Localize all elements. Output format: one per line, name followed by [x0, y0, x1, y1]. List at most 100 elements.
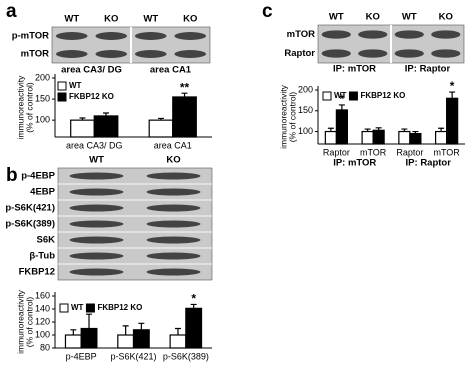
error-bar	[190, 303, 197, 309]
blot-band	[69, 236, 124, 244]
y-axis-label: immunoreactivity	[15, 289, 25, 354]
blot-row-label: Raptor	[284, 48, 315, 59]
blot-column-label: KO	[166, 155, 180, 166]
blot-band	[321, 30, 351, 39]
significance-label: **	[180, 80, 190, 94]
bar	[446, 97, 459, 145]
bar	[335, 109, 348, 145]
blot-column-label: KO	[439, 12, 453, 23]
blot-band	[69, 172, 124, 180]
blot-band	[69, 268, 124, 276]
y-tick-label: 150	[35, 93, 50, 103]
error-bar	[449, 91, 456, 99]
error-bar	[375, 127, 382, 131]
blot-band	[134, 32, 167, 40]
x-tick-label: Raptor	[323, 147, 350, 157]
blot-column-label: KO	[104, 14, 118, 25]
significance-label: *	[191, 292, 196, 306]
blot-band	[394, 30, 424, 39]
error-bar	[70, 329, 77, 335]
y-axis-label: immunoreactivity	[278, 84, 288, 149]
error-bar	[181, 92, 188, 97]
bar	[93, 115, 119, 138]
blot-band	[394, 49, 424, 58]
blot-band	[321, 49, 351, 58]
panel-letter: c	[262, 1, 273, 22]
blot-band	[431, 30, 461, 39]
legend-label: FKBP12 KO	[97, 303, 142, 312]
blot-row-label: mTOR	[21, 49, 49, 60]
blot-band	[358, 30, 388, 39]
y-axis-label: (% of control)	[287, 92, 297, 143]
blot-band	[431, 49, 461, 58]
x-tick-label: mTOR	[433, 147, 460, 157]
blot-column-label: WT	[64, 14, 79, 25]
error-bar	[174, 327, 181, 335]
legend-swatch	[322, 91, 332, 101]
blot-row-label: p-S6K(389)	[5, 219, 55, 230]
blot-band	[174, 32, 207, 40]
bar	[169, 334, 187, 349]
y-tick-label: 200	[35, 72, 50, 82]
blot-band	[55, 32, 88, 40]
error-bar	[157, 117, 164, 121]
y-tick-label: 120	[35, 316, 50, 326]
blot-band	[69, 252, 124, 260]
blot-band	[174, 50, 207, 58]
panel-letter: a	[6, 1, 17, 22]
error-bar	[438, 127, 445, 132]
significance-label: *	[340, 92, 345, 106]
error-bar	[122, 325, 129, 335]
bar	[324, 130, 337, 145]
blot-column-label: WT	[329, 12, 344, 23]
blot-band	[69, 188, 124, 196]
x-tick-label: area CA3/ DG	[66, 140, 123, 150]
legend-label: WT	[69, 81, 82, 90]
blot-band	[146, 172, 201, 180]
error-bar	[79, 117, 86, 121]
bar	[372, 129, 385, 145]
blot-column-label: KO	[183, 14, 197, 25]
error-bar	[412, 130, 419, 134]
bar	[361, 130, 374, 145]
x-tick-label: mTOR	[360, 147, 387, 157]
legend-swatch	[57, 92, 67, 102]
blot-row-label: p-4EBP	[21, 171, 55, 182]
y-axis-label: (% of control)	[24, 297, 34, 348]
y-axis-label: (% of control)	[24, 82, 34, 133]
y-tick-label: 100	[35, 115, 50, 125]
blot-column-label: KO	[366, 12, 380, 23]
legend-label: WT	[71, 303, 84, 312]
bar	[64, 334, 82, 349]
x-tick-label: p-4EBP	[66, 351, 97, 361]
error-bar	[103, 112, 110, 116]
blot-column-label: WT	[402, 12, 417, 23]
blot-column-label: WT	[89, 155, 104, 166]
x-tick-label: Raptor	[396, 147, 423, 157]
blot-band	[69, 204, 124, 212]
blot-row-label: β-Tub	[29, 251, 55, 262]
x-tick-label: p-S6K(389)	[163, 351, 209, 361]
bar	[172, 96, 197, 138]
x-tick-label: p-S6K(421)	[110, 351, 156, 361]
group-label: IP: mTOR	[333, 158, 376, 169]
significance-label: *	[450, 79, 455, 93]
blot-row-label: 4EBP	[30, 187, 55, 198]
panel-letter: b	[6, 165, 18, 186]
y-tick-label: 200	[298, 84, 313, 94]
blot-row-label: mTOR	[287, 29, 315, 40]
y-axis-label: immunoreactivity	[15, 75, 25, 140]
error-bar	[138, 322, 145, 330]
blot-row-label: p-S6K(421)	[5, 203, 55, 214]
blot-caption: area CA1	[150, 65, 192, 76]
blot-band	[358, 49, 388, 58]
legend-label: WT	[334, 91, 347, 100]
bar	[117, 334, 135, 349]
error-bar	[338, 104, 345, 110]
blot-row-label: S6K	[37, 235, 56, 246]
blot-band	[95, 32, 128, 40]
group-label: IP: Raptor	[406, 158, 452, 169]
bar	[409, 133, 422, 145]
blot-column-label: WT	[143, 14, 158, 25]
legend-label: FKBP12 KO	[360, 91, 405, 100]
